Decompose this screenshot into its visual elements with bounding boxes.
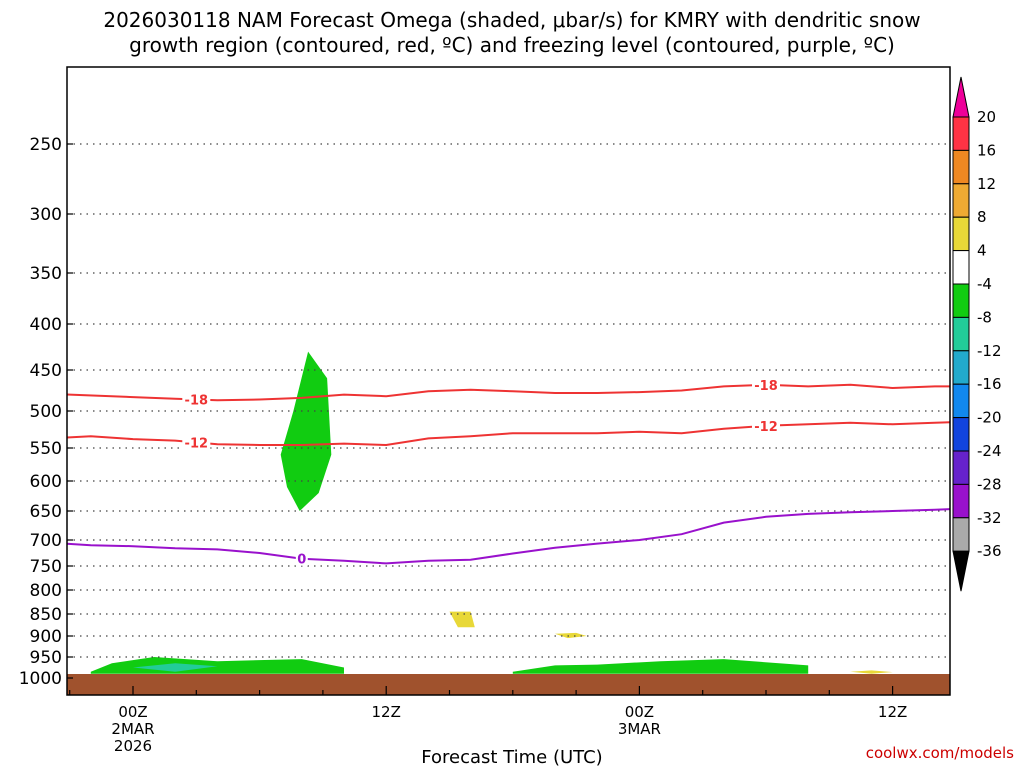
colorbar-segment-last xyxy=(952,550,970,592)
y-tick-label-300: 300 xyxy=(30,205,62,225)
x-tick-label-0-2: 2026 xyxy=(114,737,152,755)
ground-surface xyxy=(67,674,950,695)
contour-line--12 xyxy=(67,421,950,447)
colorbar-segment-6 xyxy=(952,283,970,318)
colorbar-label-10: -24 xyxy=(977,442,1002,460)
colorbar-segment-7 xyxy=(952,316,970,352)
y-tick-label-700: 700 xyxy=(30,531,62,551)
y-tick-label-750: 750 xyxy=(30,557,62,577)
y-tick-label-800: 800 xyxy=(30,581,62,601)
contours: -18-18-18-12-12-1200 xyxy=(67,376,950,568)
x-tick-label-24-0: 00Z xyxy=(625,703,654,721)
colorbar-label-11: -28 xyxy=(977,475,1002,493)
contour-line--18 xyxy=(67,383,950,402)
contour-label-bg xyxy=(752,376,780,392)
colorbar-segment-12 xyxy=(952,483,970,519)
contour-label--18: -18 xyxy=(185,394,209,409)
y-tick-label-850: 850 xyxy=(30,605,62,625)
y-tick-label-900: 900 xyxy=(30,627,62,647)
chart-title-line2: growth region (contoured, red, ºC) and f… xyxy=(129,33,895,57)
omega-region-column xyxy=(280,351,332,511)
credit-link[interactable]: coolwx.com/models xyxy=(865,744,1014,762)
omega-region-lowlevel-1-core xyxy=(133,663,218,672)
grid-lines xyxy=(67,143,950,679)
x-tick-label-24-1: 3MAR xyxy=(618,720,661,738)
contour-label--18: -18 xyxy=(754,379,778,394)
colorbar-segment-4 xyxy=(952,216,970,252)
colorbar-label-8: -16 xyxy=(977,375,1002,393)
colorbar-label-1: 16 xyxy=(977,141,996,159)
y-tick-label-550: 550 xyxy=(30,439,62,459)
colorbar-label-0: 20 xyxy=(977,108,996,126)
omega-shading xyxy=(90,351,893,674)
contour-line-0 xyxy=(67,508,950,565)
x-axis: 00Z2MAR202612Z00Z3MAR12Z00Z4MAR12Z00Z5MA… xyxy=(69,686,907,755)
colorbar-label-7: -12 xyxy=(977,342,1002,360)
contour-label-0: 0 xyxy=(297,553,306,568)
omega-region-blob-3 xyxy=(850,670,893,674)
omega-region-blob-1 xyxy=(449,611,475,628)
x-tick-label-36-0: 12Z xyxy=(878,703,907,721)
colorbar-label-2: 12 xyxy=(977,175,996,193)
x-tick-label-0-0: 00Z xyxy=(118,703,147,721)
colorbar-segment-1 xyxy=(952,116,970,151)
omega-region-blob-2 xyxy=(555,632,587,639)
colorbar-segment-9 xyxy=(952,383,970,419)
colorbar-label-12: -32 xyxy=(977,509,1002,527)
y-tick-label-600: 600 xyxy=(30,472,62,492)
omega-region-lowlevel-2 xyxy=(512,659,809,674)
colorbar-label-6: -8 xyxy=(977,308,992,326)
y-tick-label-400: 400 xyxy=(30,315,62,335)
colorbar-segment-0 xyxy=(952,76,970,118)
contour-label-bg xyxy=(752,417,780,433)
colorbar: 20 16 12 8 4 -4 -8 -12 -16 -20 -24 -28 -32 -36 xyxy=(952,76,1002,592)
colorbar-segment-2 xyxy=(952,149,970,185)
contour-label--12: -12 xyxy=(754,420,778,435)
x-tick-label-0-1: 2MAR xyxy=(111,720,154,738)
y-tick-label-950: 950 xyxy=(30,648,62,668)
colorbar-label-9: -20 xyxy=(977,409,1002,427)
colorbar-label-13: -36 xyxy=(977,542,1002,560)
colorbar-segment-11 xyxy=(952,450,970,485)
contour-label-bg xyxy=(182,391,211,407)
y-tick-label-250: 250 xyxy=(30,135,62,155)
omega-region-lowlevel-1 xyxy=(90,657,344,674)
colorbar-label-3: 8 xyxy=(977,208,987,226)
x-axis-title: Forecast Time (UTC) xyxy=(421,747,603,768)
y-axis: 2503003504004505005506006507007508008509… xyxy=(19,135,73,689)
y-tick-label-500: 500 xyxy=(30,402,62,422)
contour-label-bg xyxy=(295,550,308,566)
y-tick-label-1000: 1000 xyxy=(19,669,62,689)
colorbar-segment-13 xyxy=(952,517,970,552)
colorbar-segment-10 xyxy=(952,417,970,452)
chart-title-line1: 2026030118 NAM Forecast Omega (shaded, μ… xyxy=(103,8,921,32)
x-tick-label-12-0: 12Z xyxy=(372,703,401,721)
y-tick-label-350: 350 xyxy=(30,264,62,284)
y-tick-label-650: 650 xyxy=(30,502,62,522)
colorbar-segment-8 xyxy=(952,350,970,385)
contour-label-bg xyxy=(182,434,211,450)
colorbar-segment-5 xyxy=(952,250,970,285)
y-tick-label-450: 450 xyxy=(30,361,62,381)
colorbar-label-4: 4 xyxy=(977,242,987,260)
plot-frame xyxy=(66,66,951,696)
contour-label--12: -12 xyxy=(185,436,209,451)
colorbar-label-5: -4 xyxy=(977,275,992,293)
colorbar-segment-3 xyxy=(952,183,970,218)
